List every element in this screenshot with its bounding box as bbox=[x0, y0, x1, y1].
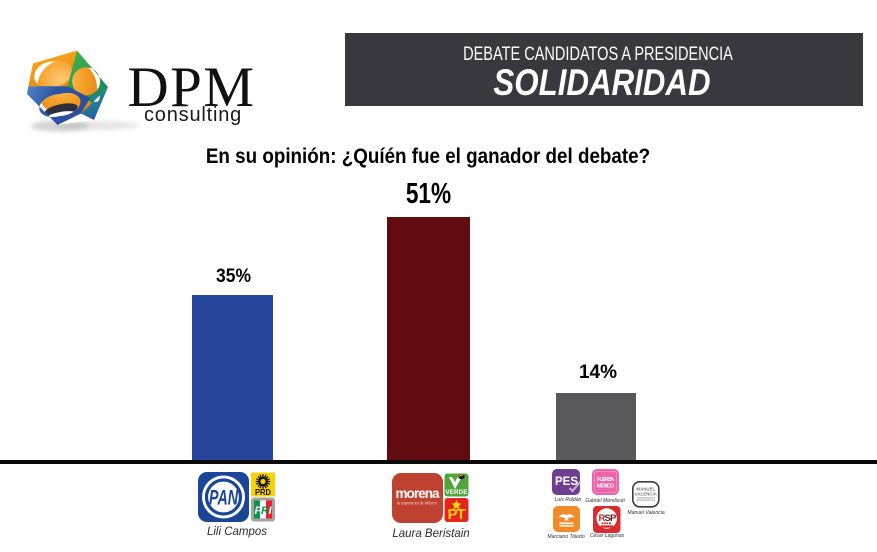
svg-text:VALENCIA: VALENCIA bbox=[635, 492, 658, 497]
svg-text:morena: morena bbox=[396, 486, 440, 501]
svg-text:R: R bbox=[261, 505, 269, 517]
svg-text:S: S bbox=[605, 513, 611, 524]
svg-text:la esperanza de México: la esperanza de México bbox=[397, 501, 438, 506]
svg-text:PT: PT bbox=[448, 506, 466, 523]
svg-text:PES: PES bbox=[555, 476, 578, 488]
svg-text:MANUEL: MANUEL bbox=[636, 487, 655, 492]
svg-text:R: R bbox=[599, 513, 606, 524]
svg-text:PRD: PRD bbox=[255, 488, 271, 497]
svg-text:P: P bbox=[255, 505, 263, 517]
svg-text:I: I bbox=[269, 505, 273, 517]
svg-text:PAN: PAN bbox=[209, 487, 239, 510]
svg-text:P: P bbox=[610, 513, 617, 524]
svg-text:VERDE: VERDE bbox=[446, 489, 468, 496]
svg-text:MÉXICO: MÉXICO bbox=[597, 482, 614, 490]
svg-text:FUERZA: FUERZA bbox=[597, 477, 614, 483]
